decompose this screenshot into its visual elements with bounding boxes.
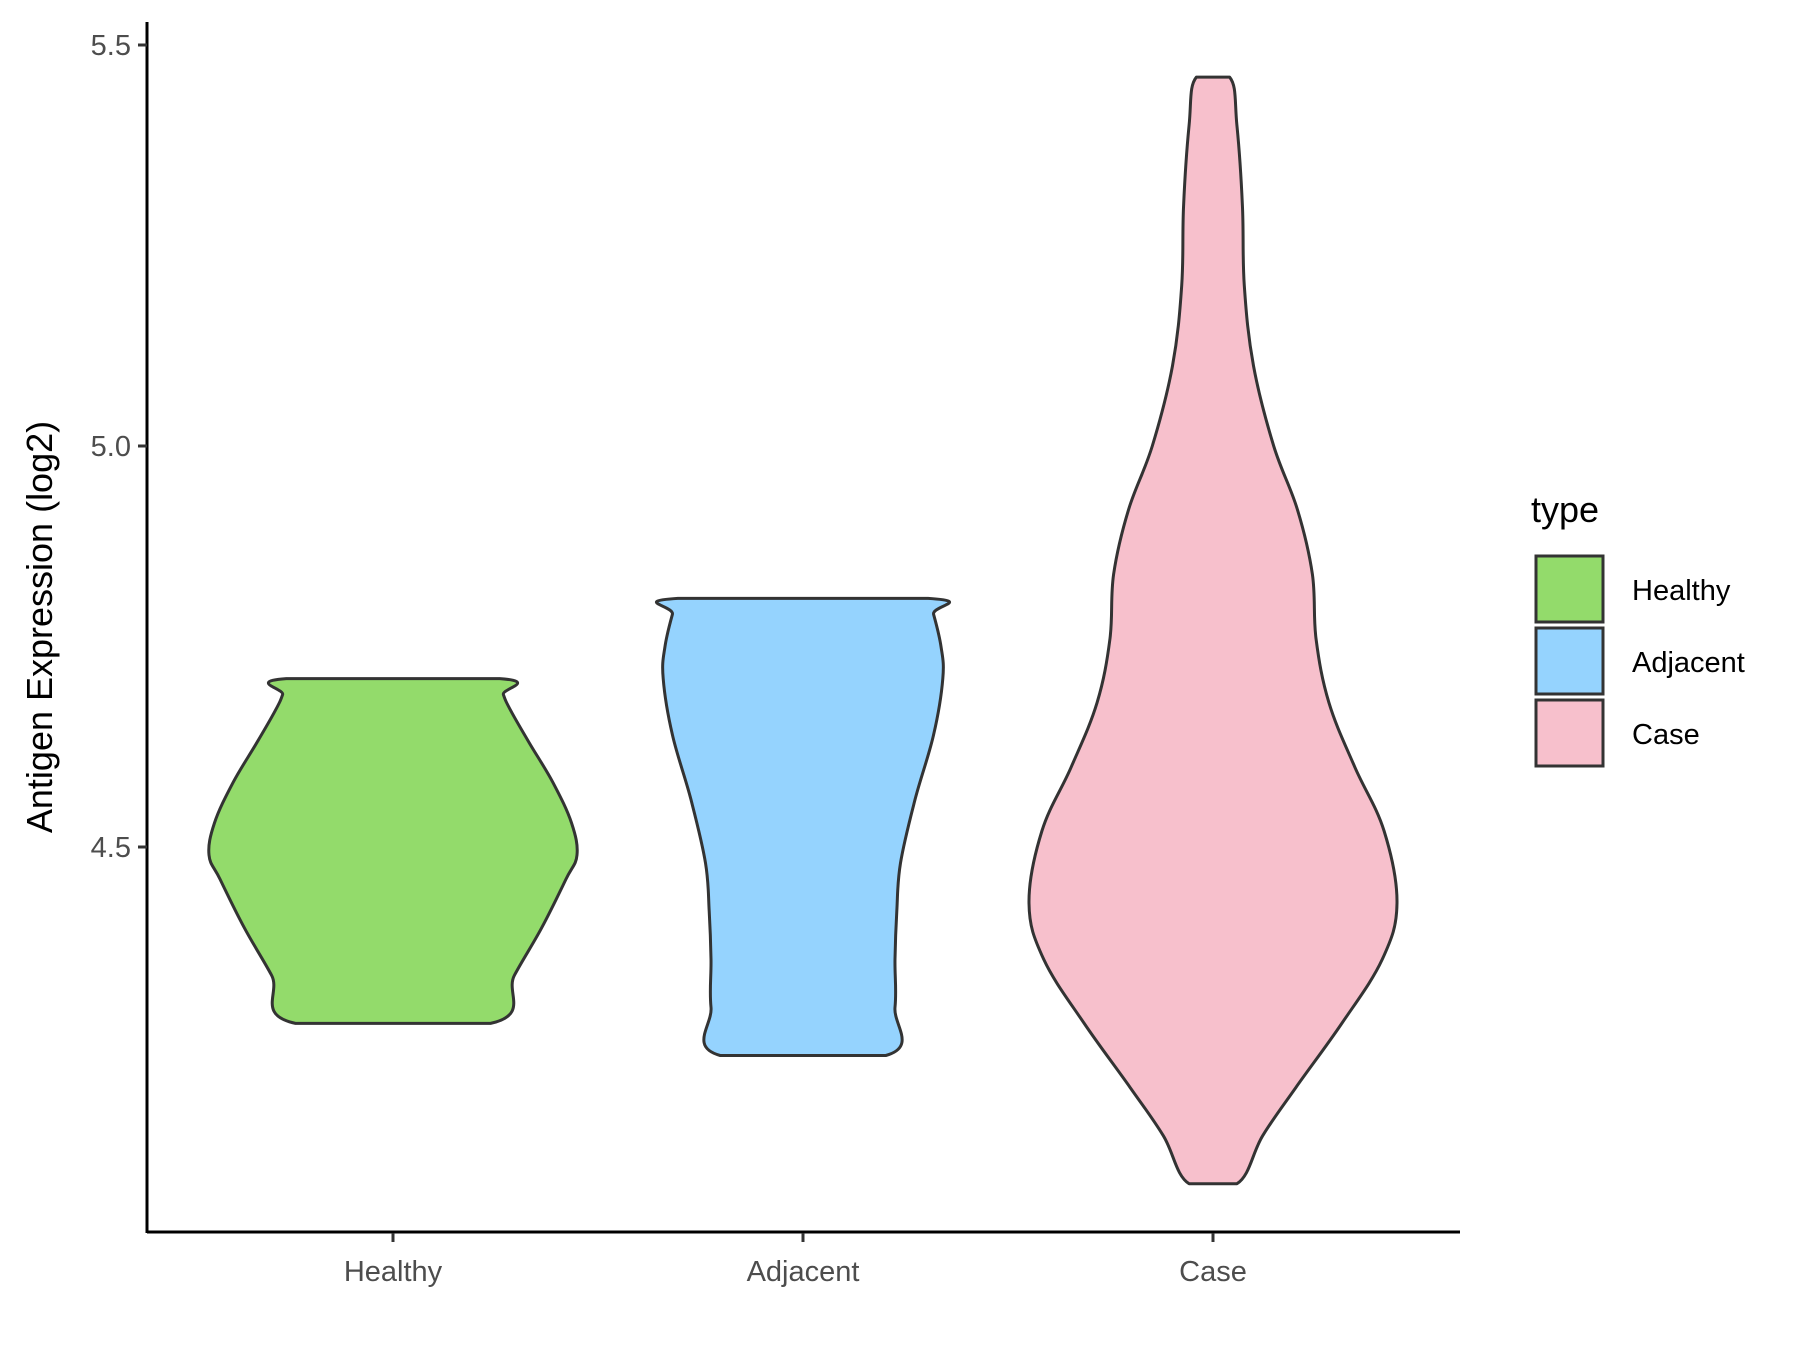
legend-items: Healthy Adjacent Case xyxy=(1534,554,1745,768)
violin-case xyxy=(1027,75,1399,1186)
legend-swatch-case xyxy=(1534,698,1605,768)
y-axis-title: Antigen Expression (log2) xyxy=(19,421,60,833)
y-tick-label: 5.0 xyxy=(91,431,131,463)
y-ticks-layer: 4.5 5.0 5.5 xyxy=(91,30,147,864)
x-tick-label: Adjacent xyxy=(747,1256,860,1288)
violin-layer xyxy=(207,75,1399,1186)
violin-adjacent xyxy=(655,596,951,1057)
legend: type Healthy Adjacent Case xyxy=(1531,489,1745,768)
legend-label-healthy: Healthy xyxy=(1632,575,1731,607)
x-tick-label: Healthy xyxy=(344,1256,443,1288)
axes-layer xyxy=(145,22,1460,1234)
legend-title: type xyxy=(1531,489,1599,530)
x-ticks-layer: Healthy Adjacent Case xyxy=(344,1233,1247,1288)
y-tick-label: 4.5 xyxy=(91,832,131,864)
legend-label-adjacent: Adjacent xyxy=(1632,647,1745,679)
y-tick-label: 5.5 xyxy=(91,30,131,62)
legend-swatch-healthy xyxy=(1534,554,1605,624)
violin-healthy xyxy=(207,677,579,1025)
legend-swatch-adjacent xyxy=(1534,626,1605,696)
x-tick-label: Case xyxy=(1179,1256,1247,1288)
legend-label-case: Case xyxy=(1632,719,1700,751)
